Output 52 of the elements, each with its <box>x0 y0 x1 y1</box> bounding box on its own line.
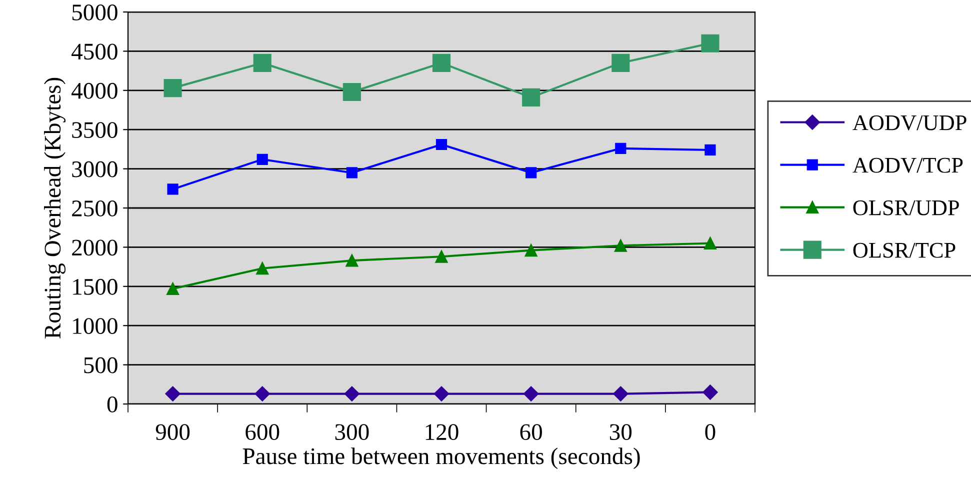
point <box>701 34 720 52</box>
y-axis-title: Routing Overhead (Kbytes) <box>44 78 66 338</box>
legend-label: AODV/TCP <box>852 158 963 173</box>
x-axis-title: Pause time between movements (seconds) <box>242 448 640 470</box>
x-tick-label: 60 <box>520 424 542 440</box>
point <box>167 184 178 195</box>
x-tick-label: 600 <box>246 424 280 440</box>
y-tick-label: 1000 <box>73 318 118 334</box>
point <box>522 88 540 106</box>
point <box>256 154 268 165</box>
point <box>702 384 718 400</box>
y-tick-label: 1500 <box>73 278 118 295</box>
point <box>164 79 182 98</box>
point <box>436 138 448 150</box>
y-tick-label: 3000 <box>72 161 118 178</box>
x-tick-label: 30 <box>610 424 632 440</box>
y-tick-label: 4500 <box>72 44 118 60</box>
y-tick-label: 5000 <box>72 4 118 20</box>
point <box>524 386 539 402</box>
point <box>165 386 180 402</box>
point <box>434 386 450 402</box>
legend-label: OLSR/TCP <box>853 242 956 258</box>
point <box>166 282 180 295</box>
point <box>344 386 360 402</box>
point <box>432 54 451 72</box>
point <box>254 386 270 402</box>
point <box>342 82 361 101</box>
point <box>435 250 448 263</box>
point <box>704 237 716 250</box>
point <box>613 386 628 402</box>
point <box>346 167 358 178</box>
point <box>704 144 716 156</box>
y-tick-label: 2000 <box>72 240 118 256</box>
point <box>526 167 537 178</box>
y-tick-label: 0 <box>107 396 118 412</box>
y-tick-label: 4000 <box>72 82 118 99</box>
point <box>612 54 630 72</box>
point <box>346 254 358 267</box>
point <box>253 54 272 72</box>
point <box>614 239 627 252</box>
x-tick-label: 900 <box>156 424 190 440</box>
x-tick-label: 120 <box>426 424 458 440</box>
point <box>615 142 626 154</box>
legend-label: AODV/UDP <box>852 115 966 130</box>
point <box>256 262 269 275</box>
x-tick-label: 0 <box>705 424 716 440</box>
x-tick-label: 300 <box>335 424 369 440</box>
legend-label: OLSR/UDP <box>853 200 959 216</box>
y-tick-label: 3500 <box>72 122 118 138</box>
point <box>524 244 538 257</box>
y-tick-label: 2500 <box>72 200 118 216</box>
y-tick-label: 500 <box>84 357 118 374</box>
